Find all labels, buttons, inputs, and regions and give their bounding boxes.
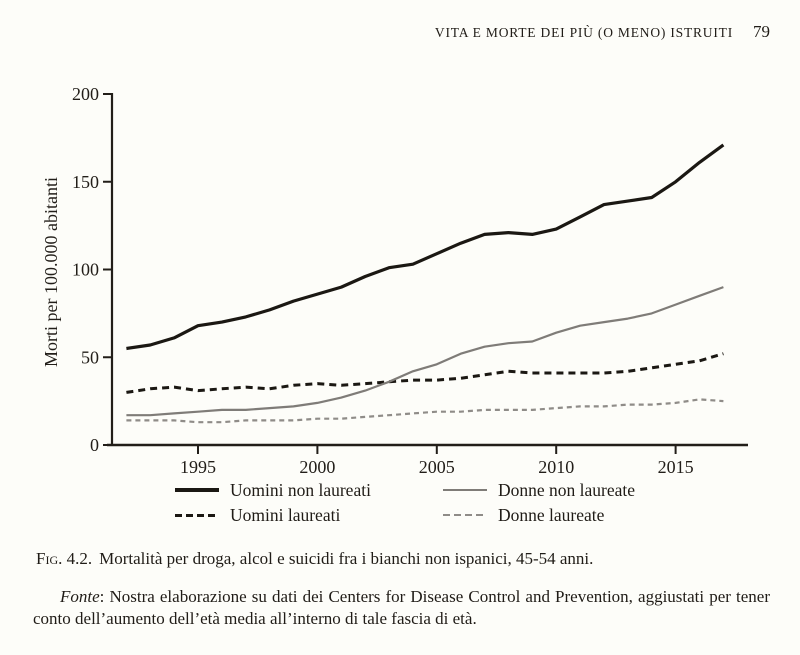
series-line-2 <box>126 352 724 394</box>
x-tick-label: 2000 <box>299 457 335 477</box>
legend-item-donne-laureate: Donne laureate <box>443 504 604 526</box>
legend-sample-dashed-gray-line <box>443 513 487 517</box>
x-tick-label: 2015 <box>658 457 694 477</box>
x-tick-label: 1995 <box>180 457 216 477</box>
source-note-label: Fonte <box>60 587 100 606</box>
legend-item-donne-non-laureate: Donne non laureate <box>443 479 635 501</box>
y-axis-title: Morti per 100.000 abitanti <box>41 177 61 367</box>
running-title: VITA E MORTE DEI PIÙ (O MENO) ISTRUITI <box>434 25 733 40</box>
y-tick-label: 50 <box>81 347 99 367</box>
legend-sample-solid-black-line <box>175 488 219 492</box>
source-note-text: : Nostra elaborazione su dati dei Center… <box>33 587 770 629</box>
figure-caption: Fig. 4.2. Mortalità per droga, alcol e su… <box>36 549 778 569</box>
page-number: 79 <box>753 22 770 41</box>
legend-sample-solid-gray-line <box>443 488 487 492</box>
series-line-3 <box>126 286 724 417</box>
x-tick-label: 2005 <box>419 457 455 477</box>
running-head: VITA E MORTE DEI PIÙ (O MENO) ISTRUITI 79 <box>0 22 770 42</box>
legend-item-uomini-non-laureati: Uomini non laureati <box>175 479 371 501</box>
legend-item-uomini-laureati: Uomini laureati <box>175 504 340 526</box>
mortality-line-chart: 0 50 100 150 200 1995 2000 2005 2010 2015 Morti pe… <box>41 84 748 477</box>
legend-label: Uomini non laureati <box>230 479 371 500</box>
legend-sample-dashed-black-line <box>175 513 219 517</box>
y-tick-label: 0 <box>90 435 99 455</box>
source-note: Fonte: Nostra elaborazione su dati dei C… <box>33 586 770 630</box>
x-tick-label: 2010 <box>538 457 574 477</box>
figure-caption-label: Fig. 4.2. <box>36 549 93 568</box>
y-tick-label: 200 <box>72 84 99 104</box>
figure-caption-text: Mortalità per droga, alcol e suicidi fra… <box>99 549 594 568</box>
legend-label: Donne non laureate <box>498 479 636 500</box>
legend-label: Donne laureate <box>498 504 605 525</box>
y-tick-label: 150 <box>72 172 99 192</box>
series-line-4 <box>126 398 724 424</box>
legend-label: Uomini laureati <box>230 504 341 525</box>
y-tick-label: 100 <box>72 260 99 280</box>
series-line-1 <box>126 143 725 351</box>
